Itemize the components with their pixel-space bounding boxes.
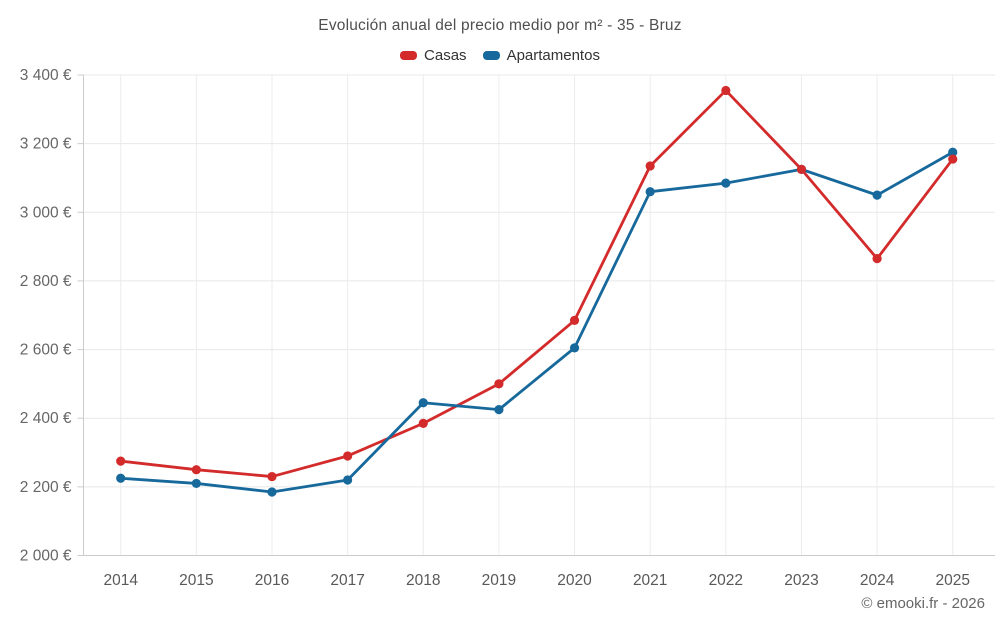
data-point-apartamentos [343, 475, 353, 485]
y-axis-tick-label: 2 200 € [20, 479, 72, 496]
data-point-casas [418, 418, 428, 428]
y-axis-tick-label: 3 000 € [20, 204, 72, 221]
x-axis-tick-label: 2023 [784, 572, 818, 589]
data-point-casas [191, 465, 201, 475]
data-point-casas [116, 456, 126, 466]
y-axis-tick-label: 3 200 € [20, 136, 72, 153]
x-axis-tick-label: 2025 [935, 572, 969, 589]
y-axis-tick-label: 2 400 € [20, 410, 72, 427]
series-line-casas [119, 89, 955, 478]
x-axis-tick-label: 2019 [482, 572, 516, 589]
data-point-apartamentos [191, 478, 201, 489]
data-point-apartamentos [116, 473, 126, 483]
data-point-casas [267, 471, 277, 482]
copyright-footer: © emooki.fr - 2026 [861, 595, 985, 612]
data-point-apartamentos [418, 398, 428, 408]
chart-title: Evolución anual del precio medio por m² … [318, 17, 682, 34]
data-point-apartamentos [494, 405, 504, 415]
y-axis-tick-label: 2 800 € [20, 273, 72, 290]
series-line-apartamentos [119, 150, 955, 494]
data-point-casas [343, 451, 353, 461]
data-point-casas [721, 85, 731, 96]
data-point-apartamentos [872, 190, 882, 200]
data-point-apartamentos [267, 487, 277, 497]
x-axis-tick-label: 2017 [330, 572, 364, 589]
chart-legend: Casas Apartamentos [0, 47, 1000, 64]
legend-label-casas: Casas [424, 47, 467, 64]
y-axis-tick-label: 3 400 € [20, 67, 72, 84]
y-axis-tick-label: 2 600 € [20, 342, 72, 359]
legend-label-apartamentos: Apartamentos [506, 47, 600, 64]
x-axis-tick-label: 2016 [255, 572, 289, 589]
x-axis-tick-label: 2015 [179, 572, 213, 589]
x-axis-tick-label: 2018 [406, 572, 440, 589]
data-point-apartamentos [721, 178, 731, 188]
x-axis-tick-label: 2022 [709, 572, 743, 589]
data-point-apartamentos [645, 187, 655, 197]
x-axis-tick-label: 2020 [557, 572, 592, 589]
apartamentos-color-swatch-icon [482, 51, 500, 60]
x-axis-tick-label: 2024 [860, 572, 895, 589]
legend-item-apartamentos[interactable]: Apartamentos [482, 47, 600, 64]
x-axis-tick-label: 2014 [103, 572, 138, 589]
data-point-casas [645, 161, 655, 171]
x-axis-tick-label: 2021 [633, 572, 667, 589]
data-point-casas [494, 379, 504, 389]
data-point-casas [948, 154, 958, 164]
data-point-apartamentos [569, 343, 580, 353]
data-point-casas [796, 164, 807, 174]
data-point-casas [569, 315, 580, 325]
data-point-casas [872, 254, 882, 264]
casas-color-swatch-icon [400, 51, 418, 60]
legend-item-casas[interactable]: Casas [400, 47, 467, 64]
y-axis-tick-label: 2 000 € [20, 548, 72, 565]
data-point-apartamentos [948, 147, 958, 157]
